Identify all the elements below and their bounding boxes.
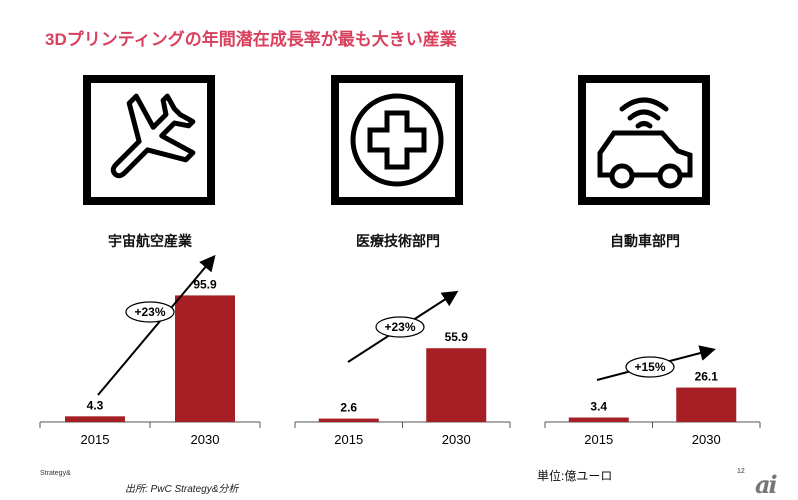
year-label: 2030 <box>442 432 471 447</box>
value-label: 55.9 <box>445 330 469 344</box>
airplane-icon <box>83 75 215 205</box>
medical-cross-icon <box>331 75 463 205</box>
value-label: 2.6 <box>340 401 357 415</box>
growth-label: +15% <box>634 360 665 374</box>
year-label: 2030 <box>191 432 220 447</box>
unit-label: 単位:億ユーロ <box>537 469 613 483</box>
source-note: 出所: PwC Strategy&分析 <box>125 484 239 495</box>
sector-label-automotive: 自動車部門 <box>610 233 680 249</box>
growth-badge <box>375 316 425 338</box>
year-label: 2030 <box>692 432 721 447</box>
year-label: 2015 <box>334 432 363 447</box>
year-label: 2015 <box>81 432 110 447</box>
value-label: 4.3 <box>87 398 104 412</box>
connected-car-icon <box>578 75 710 205</box>
bar-2015 <box>568 417 629 422</box>
value-label: 95.9 <box>193 277 217 291</box>
value-label: 3.4 <box>590 400 607 414</box>
growth-label: +23% <box>384 320 415 334</box>
brand-label: Strategy& <box>40 470 71 477</box>
growth-badge <box>125 301 175 323</box>
year-label: 2015 <box>584 432 613 447</box>
page-number: 12 <box>737 468 745 475</box>
bar-2015 <box>65 416 125 422</box>
bar-2030 <box>676 387 737 422</box>
growth-arrow <box>97 254 216 396</box>
sector-label-medical: 医療技術部門 <box>356 233 440 249</box>
bar-2030 <box>426 348 487 422</box>
growth-label: +23% <box>134 305 165 319</box>
slide-title: 3Dプリンティングの年間潜在成長率が最も大きい産業 <box>45 30 457 49</box>
bar-2030 <box>175 295 235 422</box>
logo: ai <box>755 470 778 499</box>
growth-badge <box>625 356 675 378</box>
value-label: 26.1 <box>695 370 719 384</box>
sector-label-aerospace: 宇宙航空産業 <box>108 233 192 249</box>
bar-2015 <box>318 418 379 422</box>
